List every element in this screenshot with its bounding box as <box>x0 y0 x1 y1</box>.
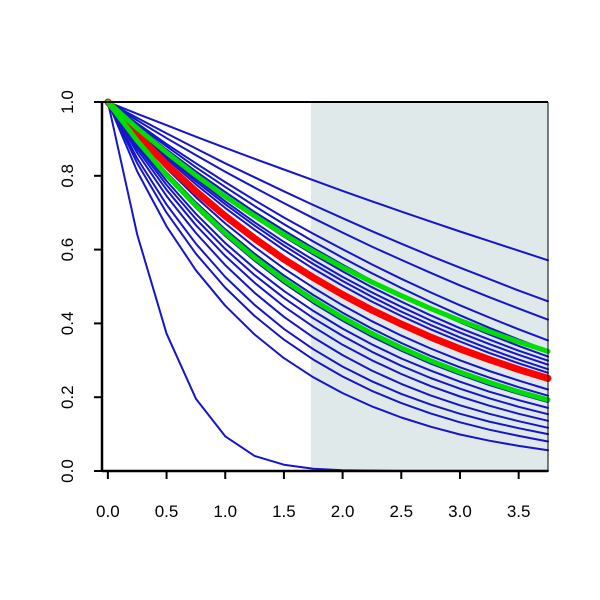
x-tick-label: 0.5 <box>155 502 179 521</box>
axes-layer <box>100 101 549 473</box>
y-axis: 0.0 0.2 0.4 0.6 0.8 1.0 <box>58 90 102 483</box>
series-line-6-blue <box>106 101 549 352</box>
x-tick-label: 3.5 <box>507 502 531 521</box>
series-line-13-blue <box>106 101 549 391</box>
shaded-region <box>310 102 548 471</box>
series-line-18-blue <box>106 101 549 422</box>
x-axis: 0.0 0.5 1.0 1.5 2.0 2.5 3.0 3.5 <box>96 471 530 521</box>
series-line-4-blue <box>106 101 549 321</box>
series-line-17-blue <box>106 101 549 416</box>
series-line-16-blue <box>106 101 549 409</box>
series-line-2-blue <box>106 101 549 262</box>
y-tick-label: 0.0 <box>58 459 77 483</box>
series-line-23-red <box>104 98 552 382</box>
y-tick-label: 0.6 <box>58 238 77 262</box>
x-tick-label: 2.0 <box>331 502 355 521</box>
series-line-19-blue <box>106 101 549 429</box>
series-line-5-blue <box>106 101 549 342</box>
x-tick-label: 1.5 <box>272 502 296 521</box>
series-layer <box>104 98 552 472</box>
x-tick-label: 1.0 <box>213 502 237 521</box>
x-tick-label: 0.0 <box>96 502 120 521</box>
y-tick-label: 0.4 <box>58 312 77 336</box>
series-line-3-blue <box>106 101 549 303</box>
series-line-25-green <box>105 99 551 403</box>
series-line-11-blue <box>106 101 549 374</box>
y-tick-label: 1.0 <box>58 90 77 114</box>
y-tick-label: 0.8 <box>58 164 77 188</box>
x-tick-label: 3.0 <box>448 502 472 521</box>
y-tick-label: 0.2 <box>58 385 77 409</box>
x-tick-label: 2.5 <box>389 502 413 521</box>
series-line-21-blue <box>106 101 549 443</box>
series-line-24-green <box>105 99 551 354</box>
series-line-22-blue <box>106 101 549 452</box>
series-line-20-blue <box>106 101 549 436</box>
series-line-10-blue <box>106 101 549 371</box>
